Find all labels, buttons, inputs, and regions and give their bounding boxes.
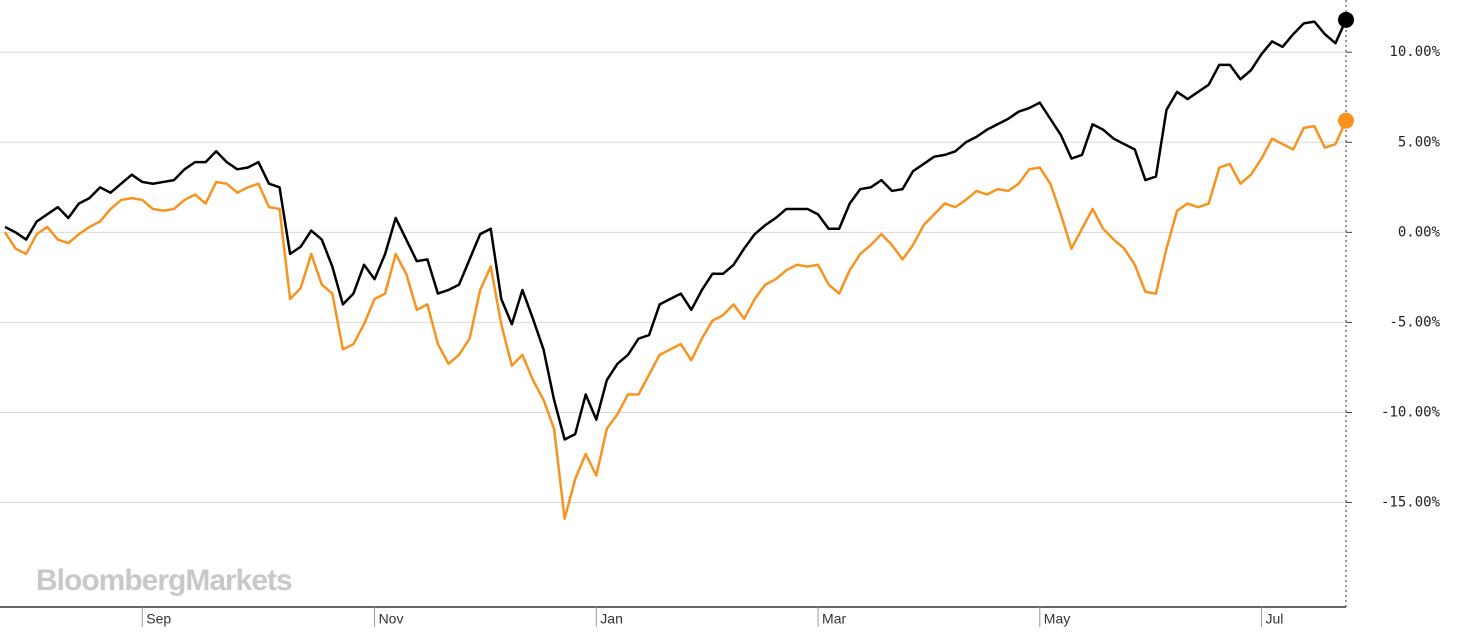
x-tick-label: Jan (600, 611, 623, 627)
end-marker (1338, 112, 1354, 129)
y-tick-label: -10.00% (1381, 404, 1441, 420)
y-tick-label: 10.00% (1389, 44, 1440, 60)
series-line (4, 19, 1348, 441)
y-tick-label: 5.00% (1398, 134, 1441, 150)
end-marker (1338, 11, 1354, 28)
watermark: BloombergMarkets (36, 564, 292, 597)
x-tick-label: Jul (1266, 611, 1284, 627)
series-line (3, 120, 1348, 520)
x-tick-label: May (1044, 611, 1070, 627)
x-tick-label: Mar (822, 611, 846, 627)
y-tick-label: 0.00% (1398, 224, 1441, 240)
y-tick-label: -5.00% (1389, 314, 1440, 330)
y-tick-label: -15.00% (1381, 495, 1441, 511)
x-tick-label: Sep (146, 611, 171, 627)
x-tick-label: Nov (379, 611, 404, 627)
